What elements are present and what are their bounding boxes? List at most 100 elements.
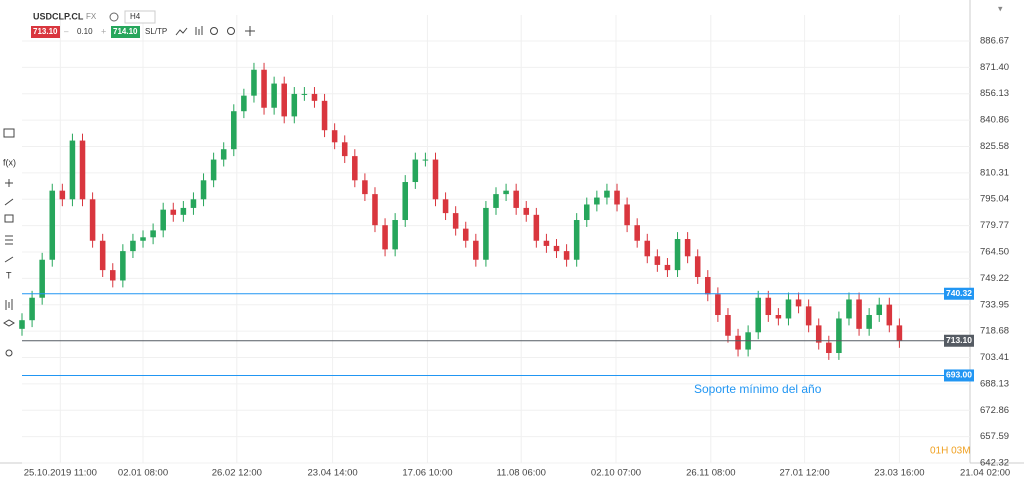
y-tick-label: 749.22 (980, 273, 1009, 284)
countdown: 01H 03M (930, 446, 971, 457)
y-tick-label: 795.04 (980, 194, 1009, 205)
candle-body (846, 299, 852, 319)
y-tick-label: 642.32 (980, 458, 1009, 469)
candle-body (422, 159, 429, 161)
candle-body (231, 111, 237, 150)
candle-body (654, 256, 661, 265)
candle-body (150, 230, 156, 238)
candle-body (99, 240, 106, 271)
candle-body (533, 214, 540, 241)
candle-body (452, 213, 459, 229)
candle-body (795, 299, 802, 307)
chart-type-icon[interactable] (175, 27, 188, 36)
candle-body (130, 240, 136, 252)
candle-body (624, 204, 630, 226)
y-tick-label: 672.86 (980, 405, 1009, 416)
candle-body (886, 304, 893, 326)
pattern-tool[interactable] (5, 299, 13, 310)
rect-tool[interactable] (4, 214, 14, 223)
candle-body (170, 209, 177, 215)
tool-icon[interactable] (3, 128, 15, 138)
zoom-in-icon[interactable] (227, 27, 235, 35)
candle-body (220, 149, 227, 160)
candle-body (493, 194, 499, 208)
line-tool[interactable] (4, 198, 14, 206)
x-tick-label: 23.03 16:00 (874, 468, 924, 479)
price-level-label: 740.32 (946, 288, 972, 298)
candle-body (513, 190, 519, 208)
price-level-tag (944, 287, 974, 300)
y-tick-label: 657.59 (980, 431, 1009, 442)
candle-body (462, 228, 469, 241)
y-tick-label: 825.58 (980, 141, 1009, 152)
y-tick-label: 718.68 (980, 326, 1009, 337)
x-tick-label: 26.02 12:00 (212, 468, 262, 479)
y-tick-label: 871.40 (980, 62, 1009, 73)
x-tick-label: 17.06 10:00 (402, 468, 452, 479)
share-tool[interactable] (5, 349, 13, 357)
crosshair-tool[interactable] (5, 179, 13, 187)
sell-button[interactable] (31, 26, 60, 38)
candle-body (815, 325, 822, 343)
candle-body (200, 180, 207, 200)
candle-body (352, 156, 358, 181)
pen-tool[interactable] (4, 256, 14, 263)
candle-body (160, 209, 166, 231)
fib-tool[interactable] (5, 235, 13, 245)
candle-body (39, 259, 45, 298)
candle-body (362, 180, 368, 195)
candle-body (372, 194, 378, 226)
candle-body (19, 320, 25, 329)
buy-button[interactable] (111, 26, 140, 38)
x-tick-label: 02.10 07:00 (591, 468, 641, 479)
candle-body (715, 294, 721, 316)
candle-body (594, 197, 600, 205)
zoom-out-icon[interactable] (210, 27, 218, 35)
sl-tp[interactable]: SL/TP (145, 27, 167, 36)
layers-tool[interactable] (3, 319, 15, 327)
candle-body (382, 225, 388, 250)
candle-body (674, 239, 681, 271)
info-icon[interactable] (109, 12, 119, 22)
candle-body (301, 93, 308, 95)
candle-body (664, 264, 671, 271)
symbol[interactable]: USDCLP.CL (33, 11, 84, 21)
candle-body (412, 159, 419, 183)
x-tick-label: 02.01 08:00 (118, 468, 168, 479)
function-tool[interactable]: f(x) (3, 157, 16, 167)
x-tick-label: 26.11 08:00 (686, 468, 735, 479)
top-toolbar: USDCLP.CL FX H4 713.10 – 0.10 + 714.10 S… (31, 3, 1003, 38)
candle-body (180, 207, 187, 215)
y-tick-label: 779.77 (980, 220, 1009, 231)
market: FX (86, 12, 97, 21)
sell-price[interactable]: 713.10 (33, 27, 58, 36)
timeframe[interactable]: H4 (130, 12, 141, 21)
plus[interactable]: + (101, 26, 106, 36)
candle-body (210, 159, 217, 181)
candle-body (755, 297, 761, 333)
y-tick-label: 856.13 (980, 88, 1009, 99)
candle-body (392, 220, 398, 250)
buy-price[interactable]: 714.10 (113, 27, 138, 36)
candle-body (190, 199, 197, 208)
candle-body (251, 69, 257, 96)
indicator-icon[interactable] (195, 26, 203, 35)
text-tool[interactable]: T (6, 270, 12, 280)
candle-body (563, 251, 570, 260)
candle-body (614, 190, 620, 205)
candle-body (705, 277, 711, 295)
move-icon[interactable] (245, 26, 255, 36)
lot-size[interactable]: 0.10 (77, 27, 93, 36)
candle-body (604, 190, 610, 198)
close-icon[interactable]: ▾ (998, 3, 1003, 13)
timeframe-box[interactable] (124, 10, 156, 24)
y-tick-label: 840.86 (980, 115, 1009, 126)
candle-body (553, 245, 560, 252)
candle-body (261, 69, 267, 108)
candle-body (402, 182, 409, 221)
y-tick-label: 810.31 (980, 167, 1009, 178)
minus[interactable]: – (64, 27, 69, 36)
candle-body (725, 315, 731, 336)
